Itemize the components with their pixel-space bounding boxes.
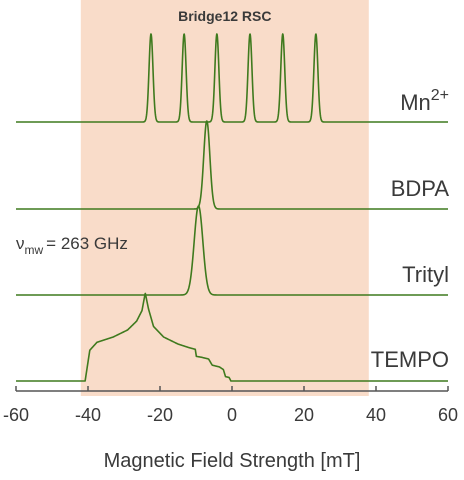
nu-subscript: mw — [25, 243, 44, 257]
mw-frequency-annotation: νmw = 263 GHz — [16, 234, 128, 257]
x-tick-label: 40 — [366, 405, 386, 425]
band-label: Bridge12 RSC — [178, 8, 271, 24]
series-label-bdpa: BDPA — [391, 176, 450, 201]
x-axis-label: Magnetic Field Strength [mT] — [104, 450, 361, 472]
series-label-tempo: TEMPO — [371, 347, 449, 372]
spectrum-tempo-line — [15, 292, 449, 382]
x-tick-label: 0 — [227, 405, 237, 425]
x-tick-label: -60 — [3, 405, 29, 425]
x-tick-label: -20 — [147, 405, 173, 425]
spectrum-trityl-line — [15, 205, 449, 296]
x-tick-label: -40 — [75, 405, 101, 425]
frequency-value: = 263 GHz — [46, 234, 128, 253]
series-label-mn: Mn2+ — [400, 87, 449, 115]
instrument-range-band — [80, 0, 369, 396]
nu-symbol: ν — [16, 234, 25, 253]
spectrum-mn-line — [15, 33, 449, 123]
x-tick-label: 20 — [294, 405, 314, 425]
spectrum-bdpa-line — [15, 120, 449, 210]
x-tick-label: 60 — [438, 405, 458, 425]
series-label-trityl: Trityl — [402, 262, 449, 287]
